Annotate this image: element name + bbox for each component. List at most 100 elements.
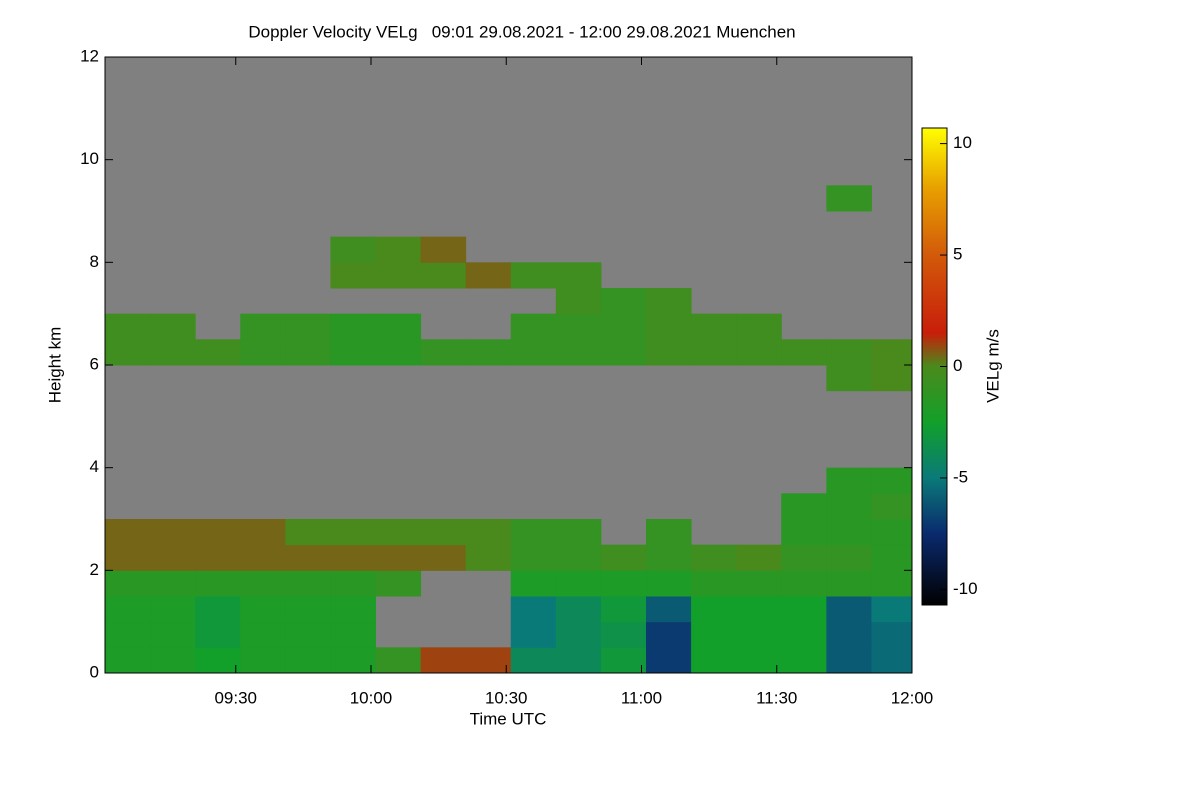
heatmap-cell xyxy=(150,313,196,340)
heatmap-cell xyxy=(600,596,647,623)
heatmap-cell xyxy=(285,621,331,648)
heatmap-cell xyxy=(691,621,737,648)
heatmap-cell xyxy=(510,570,557,597)
x-tick-label: 11:30 xyxy=(756,688,797,707)
heatmap-cell xyxy=(285,544,331,571)
heatmap-cell xyxy=(600,313,647,340)
heatmap-cell xyxy=(240,596,286,623)
heatmap-cell xyxy=(555,596,602,623)
x-tick-label: 10:30 xyxy=(485,688,528,707)
y-axis-label: Height km xyxy=(45,327,64,404)
heatmap-cell xyxy=(240,519,286,546)
heatmap-cell xyxy=(150,647,196,674)
y-tick-label: 10 xyxy=(80,149,99,168)
colorbar-label: VELg m/s xyxy=(983,329,1002,403)
heatmap-cell xyxy=(375,570,422,597)
heatmap-cell xyxy=(330,647,377,674)
y-tick-label: 12 xyxy=(80,46,99,65)
heatmap-cell xyxy=(871,365,913,392)
heatmap-cell xyxy=(195,570,241,597)
heatmap-cell xyxy=(826,596,872,623)
y-tick-label: 8 xyxy=(90,252,99,271)
heatmap-cell xyxy=(555,262,602,289)
heatmap-cell xyxy=(420,519,467,546)
heatmap-cell xyxy=(691,544,737,571)
heatmap-cell xyxy=(600,647,647,674)
heatmap-cell xyxy=(240,313,286,340)
heatmap-cell xyxy=(600,570,647,597)
heatmap-cell xyxy=(150,596,196,623)
heatmap-cell xyxy=(781,519,827,546)
heatmap-cell xyxy=(826,339,872,366)
heatmap-cell xyxy=(871,647,913,674)
heatmap-cell xyxy=(555,339,602,366)
heatmap-cell xyxy=(150,544,196,571)
heatmap-cell xyxy=(510,262,557,289)
colorbar-tick-label: 10 xyxy=(953,133,972,152)
heatmap-cell xyxy=(150,570,196,597)
colorbar-tick-label: -5 xyxy=(953,467,968,486)
heatmap-cell xyxy=(555,621,602,648)
heatmap-cell xyxy=(691,647,737,674)
heatmap-cell xyxy=(871,467,913,494)
heatmap-cell xyxy=(375,647,422,674)
heatmap-cell xyxy=(555,519,602,546)
heatmap-cell xyxy=(195,544,241,571)
heatmap-cell xyxy=(826,365,872,392)
heatmap-cell xyxy=(826,493,872,520)
heatmap-cell xyxy=(375,339,422,366)
heatmap-cell xyxy=(781,596,827,623)
y-tick-label: 2 xyxy=(90,560,99,579)
heatmap-cell xyxy=(285,570,331,597)
heatmap-cell xyxy=(285,596,331,623)
heatmap-cell xyxy=(285,519,331,546)
heatmap-cell xyxy=(375,544,422,571)
heatmap-cell xyxy=(465,262,512,289)
heatmap-cell xyxy=(105,596,151,623)
heatmap-cell xyxy=(195,621,241,648)
colorbar-tick-label: -10 xyxy=(953,579,978,598)
heatmap-cell xyxy=(646,570,692,597)
heatmap-cell xyxy=(600,339,647,366)
heatmap-cell xyxy=(826,647,872,674)
heatmap-cell xyxy=(871,544,913,571)
heatmap-cell xyxy=(781,544,827,571)
x-tick-label: 12:00 xyxy=(891,688,934,707)
heatmap-cell xyxy=(871,339,913,366)
heatmap-cell xyxy=(510,596,557,623)
heatmap-cell xyxy=(736,339,782,366)
heatmap-cell xyxy=(195,339,241,366)
heatmap-cell xyxy=(240,339,286,366)
heatmap-cell xyxy=(781,493,827,520)
heatmap-cell xyxy=(375,236,422,263)
colorbar-tick-label: 5 xyxy=(953,245,962,264)
heatmap-cell xyxy=(105,621,151,648)
heatmap-cell xyxy=(285,339,331,366)
heatmap-cell xyxy=(195,596,241,623)
heatmap-cell xyxy=(736,596,782,623)
heatmap-cell xyxy=(646,519,692,546)
heatmap-cell xyxy=(420,262,467,289)
heatmap-cell xyxy=(736,647,782,674)
heatmap-cell xyxy=(375,519,422,546)
heatmap-cell xyxy=(691,313,737,340)
heatmap-cell xyxy=(600,288,647,315)
heatmap-cell xyxy=(105,570,151,597)
heatmap-cell xyxy=(736,621,782,648)
colorbar-tick-label: 0 xyxy=(953,356,962,375)
heatmap-cell xyxy=(195,519,241,546)
heatmap-cell xyxy=(600,544,647,571)
heatmap-cell xyxy=(736,544,782,571)
heatmap-cell xyxy=(826,544,872,571)
heatmap-cell xyxy=(736,313,782,340)
heatmap-cell xyxy=(150,339,196,366)
heatmap-cell xyxy=(646,647,692,674)
heatmap-cell xyxy=(781,621,827,648)
heatmap-cell xyxy=(195,647,241,674)
heatmap-cell xyxy=(555,544,602,571)
heatmap-cell xyxy=(646,544,692,571)
heatmap-cell xyxy=(871,621,913,648)
heatmap-cell xyxy=(826,519,872,546)
heatmap-cell xyxy=(330,544,377,571)
heatmap-cell xyxy=(420,544,467,571)
